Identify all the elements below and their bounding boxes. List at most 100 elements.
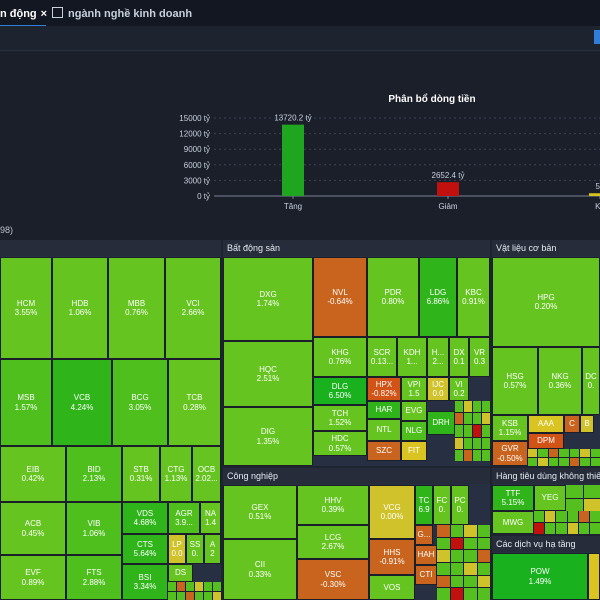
small-stocks-cluster[interactable] <box>168 582 221 600</box>
stock-cell[interactable]: LDG 6.86% <box>419 257 457 337</box>
stock-cell[interactable]: PDR 0.80% <box>367 257 419 337</box>
stock-cell[interactable]: FC 0. <box>433 485 451 525</box>
stock-cell[interactable]: DIG 1.35% <box>223 407 313 466</box>
stock-cell[interactable]: HDC 0.57% <box>313 431 367 456</box>
ticker-label: SCR <box>373 347 391 357</box>
stock-cell[interactable]: DS <box>168 564 193 582</box>
stock-cell[interactable]: VCB 4.24% <box>52 359 112 446</box>
stock-cell[interactable]: BSI 3.34% <box>122 564 168 600</box>
stock-cell[interactable]: KHG 0.76% <box>313 337 367 377</box>
stock-cell[interactable]: HHV 0.39% <box>297 485 369 525</box>
small-stocks-cluster[interactable] <box>455 401 490 461</box>
stock-cell[interactable]: CII 0.33% <box>223 539 297 600</box>
stock-cell[interactable]: YEG <box>534 485 566 511</box>
stock-cell[interactable]: CTI <box>415 565 437 585</box>
sector-header: Các dịch vụ hạ tầng <box>492 536 600 552</box>
ticker-label: LCG <box>324 532 342 542</box>
stock-cell[interactable]: DRH <box>427 411 455 435</box>
stock-cell[interactable]: ACB 0.45% <box>0 502 66 555</box>
stock-cell[interactable]: BID 2.13% <box>66 446 122 502</box>
stock-cell[interactable]: EVG <box>401 401 427 421</box>
stock-cell[interactable]: FIT <box>401 441 427 461</box>
stock-cell[interactable]: DXG 1.74% <box>223 257 313 341</box>
small-stocks-cluster[interactable] <box>566 485 600 511</box>
stock-cell[interactable]: VCI 2.66% <box>165 257 221 359</box>
stock-cell[interactable]: NKG 0.36% <box>538 347 582 415</box>
stock-cell[interactable] <box>588 553 600 600</box>
stock-cell[interactable]: HDB 1.06% <box>52 257 108 359</box>
stock-cell[interactable]: GEX 0.51% <box>223 485 297 539</box>
small-stocks-cluster[interactable] <box>534 511 600 534</box>
small-stocks-cluster[interactable] <box>437 525 490 600</box>
ticker-label: BCG <box>131 393 149 403</box>
stock-cell[interactable]: FTS 2.88% <box>66 555 122 600</box>
corner-button[interactable] <box>594 30 600 44</box>
stock-cell[interactable]: VSC -0.30% <box>297 559 369 600</box>
stock-cell[interactable]: SZC <box>367 441 401 461</box>
stock-cell[interactable]: B <box>580 415 594 433</box>
stock-cell[interactable]: VPI 1.5 <box>401 377 427 401</box>
chart-title: Phân bổ dòng tiền <box>388 93 475 105</box>
stock-cell[interactable]: TCH 1.52% <box>313 405 367 431</box>
stock-cell[interactable]: MSB 1.57% <box>0 359 52 446</box>
stock-cell[interactable]: KBC 0.91% <box>457 257 490 337</box>
stock-cell[interactable]: MBB 0.76% <box>108 257 165 359</box>
stock-cell[interactable]: BCG 3.05% <box>112 359 168 446</box>
stock-cell[interactable]: DX 0.1 <box>449 337 469 377</box>
stock-cell[interactable]: OCB 2.02... <box>192 446 221 502</box>
stock-cell[interactable]: HPX -0.82% <box>367 377 401 401</box>
ticker-label: NTL <box>376 425 392 435</box>
stock-cell[interactable]: SCR 0.13... <box>367 337 397 377</box>
stock-cell[interactable]: HSG 0.57% <box>492 347 538 415</box>
stock-cell[interactable]: EVF 0.89% <box>0 555 66 600</box>
stock-cell[interactable]: TTF 5.15% <box>492 485 534 511</box>
stock-cell[interactable]: LCG 2.67% <box>297 525 369 559</box>
stock-cell[interactable]: VOS <box>369 575 415 600</box>
stock-cell[interactable]: VR 0.3 <box>469 337 490 377</box>
stock-cell[interactable]: HPG 0.20% <box>492 257 600 347</box>
stock-cell[interactable]: AAA <box>528 415 564 433</box>
stock-cell[interactable]: STB 0.31% <box>122 446 160 502</box>
stock-cell[interactable]: G... <box>415 525 433 545</box>
stock-cell[interactable]: CTS 5.64% <box>122 534 168 564</box>
stock-cell[interactable]: NTL <box>367 419 401 441</box>
stock-cell[interactable]: PC 0. <box>451 485 469 525</box>
stock-cell[interactable]: DLG 6.50% <box>313 377 367 405</box>
stock-cell[interactable]: MWG <box>492 511 534 534</box>
stock-cell[interactable]: NVL -0.64% <box>313 257 367 337</box>
stock-cell[interactable]: LP 0.0 <box>168 534 186 564</box>
stock-cell[interactable]: VCG 0.00% <box>369 485 415 539</box>
stock-cell[interactable]: HAR <box>367 401 401 419</box>
stock-cell[interactable]: EIB 0.42% <box>0 446 66 502</box>
stock-cell[interactable]: DPM <box>528 433 564 449</box>
stock-cell[interactable]: NLG <box>401 421 427 441</box>
stock-cell[interactable]: HQC 2.51% <box>223 341 313 407</box>
stock-cell[interactable]: AGR 3.9... <box>168 502 200 534</box>
change-label: 0.33% <box>248 569 272 579</box>
stock-cell[interactable]: NA 1.4 <box>200 502 221 534</box>
stock-cell[interactable]: TCB 0.28% <box>168 359 221 446</box>
stock-cell[interactable]: SS 0. <box>186 534 204 564</box>
stock-cell[interactable]: IJC 0.0 <box>427 377 449 401</box>
stock-cell[interactable]: DC 0. <box>582 347 600 415</box>
stock-cell[interactable]: TC 6.9 <box>415 485 433 525</box>
stock-cell[interactable]: H... 2... <box>427 337 449 377</box>
tab-market-movement[interactable]: n động × <box>0 3 48 27</box>
stock-cell[interactable]: HCM 3.55% <box>0 257 52 359</box>
stock-cell[interactable]: POW 1.49% <box>492 553 588 600</box>
stock-cell[interactable]: VIB 1.06% <box>66 502 122 555</box>
stock-cell[interactable]: HHS -0.91% <box>369 539 415 575</box>
stock-cell[interactable]: HAH <box>415 545 437 565</box>
small-stocks-cluster[interactable] <box>528 449 600 466</box>
close-icon[interactable]: × <box>40 8 48 20</box>
stock-cell[interactable]: KDH 1... <box>397 337 427 377</box>
stock-cell[interactable]: CTG 1.13% <box>160 446 192 502</box>
stock-cell[interactable]: C <box>564 415 580 433</box>
stock-cell[interactable]: KSB 1.15% <box>492 415 528 441</box>
stock-cell[interactable]: VDS 4.68% <box>122 502 168 534</box>
ticker-label: DS <box>174 568 187 578</box>
stock-cell[interactable]: GVR -0.50% <box>492 441 528 466</box>
stock-cell[interactable]: VI 0.2 <box>449 377 469 401</box>
tab-business-sectors[interactable]: ngành nghề kinh doanh <box>52 3 192 25</box>
